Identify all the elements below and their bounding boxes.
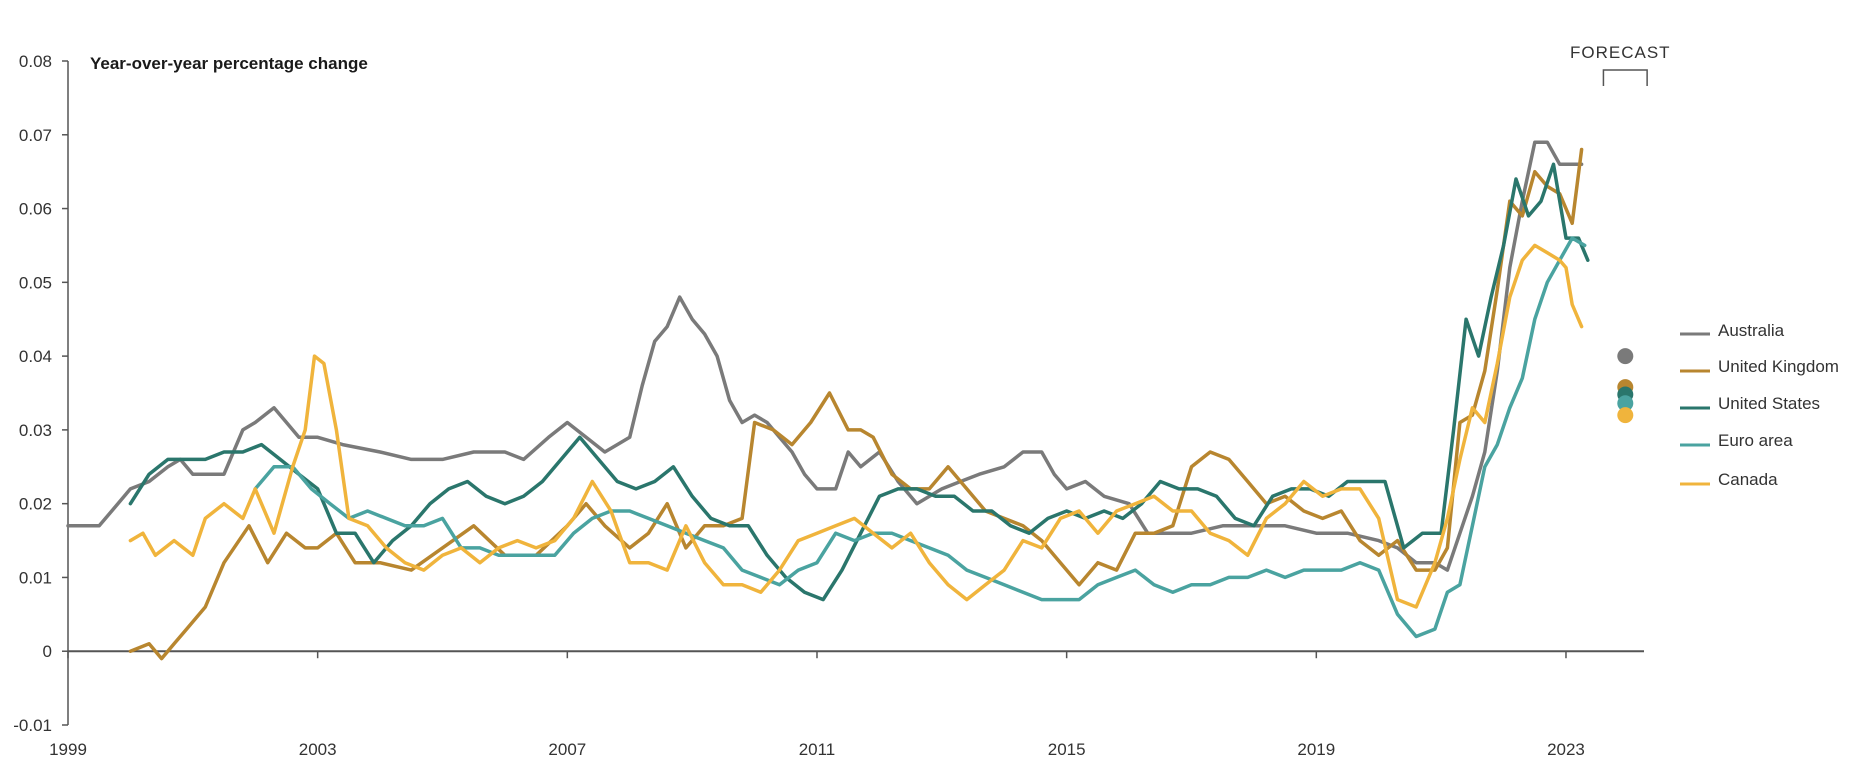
forecast-dot-australia <box>1617 348 1634 365</box>
x-tick-label: 2019 <box>1297 740 1335 759</box>
legend-item-canada: Canada <box>1680 470 1778 489</box>
forecast-dots <box>1617 348 1634 424</box>
legend-label-euro-area: Euro area <box>1718 431 1793 450</box>
y-tick-label: 0.06 <box>19 200 52 219</box>
series-line-euro-area <box>253 236 1587 639</box>
forecast-dot-euro-area <box>1617 395 1634 412</box>
y-tick-label: 0.08 <box>19 52 52 71</box>
chart-title: Year-over-year percentage change <box>90 54 368 73</box>
series-line-canada <box>128 243 1584 609</box>
x-tick-label: 1999 <box>49 740 87 759</box>
legend-label-united-kingdom: United Kingdom <box>1718 357 1839 376</box>
x-tick-label: 2011 <box>799 740 836 759</box>
series-lines <box>66 140 1590 661</box>
x-tick-label: 2015 <box>1048 740 1086 759</box>
legend-item-united-states: United States <box>1680 394 1820 413</box>
y-axis-ticks: -0.01 0 0.01 0.02 0.03 0.04 0.05 0.06 0.07 0.08 <box>13 52 68 735</box>
y-tick-label: 0.05 <box>19 273 52 292</box>
legend-item-australia: Australia <box>1680 321 1785 340</box>
forecast-dot-canada <box>1617 407 1634 424</box>
forecast-bracket <box>1602 69 1648 86</box>
series-line-australia <box>66 140 1584 572</box>
y-tick-label: 0.03 <box>19 421 52 440</box>
forecast-label: FORECAST <box>1570 43 1671 62</box>
y-tick-label: 0 <box>43 642 52 661</box>
y-tick-label: 0.01 <box>19 568 52 587</box>
x-tick-label: 2007 <box>548 740 586 759</box>
series-line-united-states <box>128 162 1590 602</box>
x-tick-label: 2023 <box>1547 740 1585 759</box>
legend-label-united-states: United States <box>1718 394 1820 413</box>
legend-item-euro-area: Euro area <box>1680 431 1793 450</box>
y-tick-label: 0.04 <box>19 347 52 366</box>
y-tick-label: 0.02 <box>19 495 52 514</box>
x-tick-label: 2003 <box>299 740 337 759</box>
legend-label-australia: Australia <box>1718 321 1785 340</box>
y-tick-label: -0.01 <box>13 716 52 735</box>
series-line-united-kingdom <box>128 147 1584 661</box>
x-axis-ticks: 1999 2003 2007 2011 2015 2019 2023 <box>49 651 1585 759</box>
legend-item-united-kingdom: United Kingdom <box>1680 357 1839 376</box>
y-tick-label: 0.07 <box>19 126 52 145</box>
legend: Australia United Kingdom United States E… <box>1680 321 1839 489</box>
legend-label-canada: Canada <box>1718 470 1778 489</box>
